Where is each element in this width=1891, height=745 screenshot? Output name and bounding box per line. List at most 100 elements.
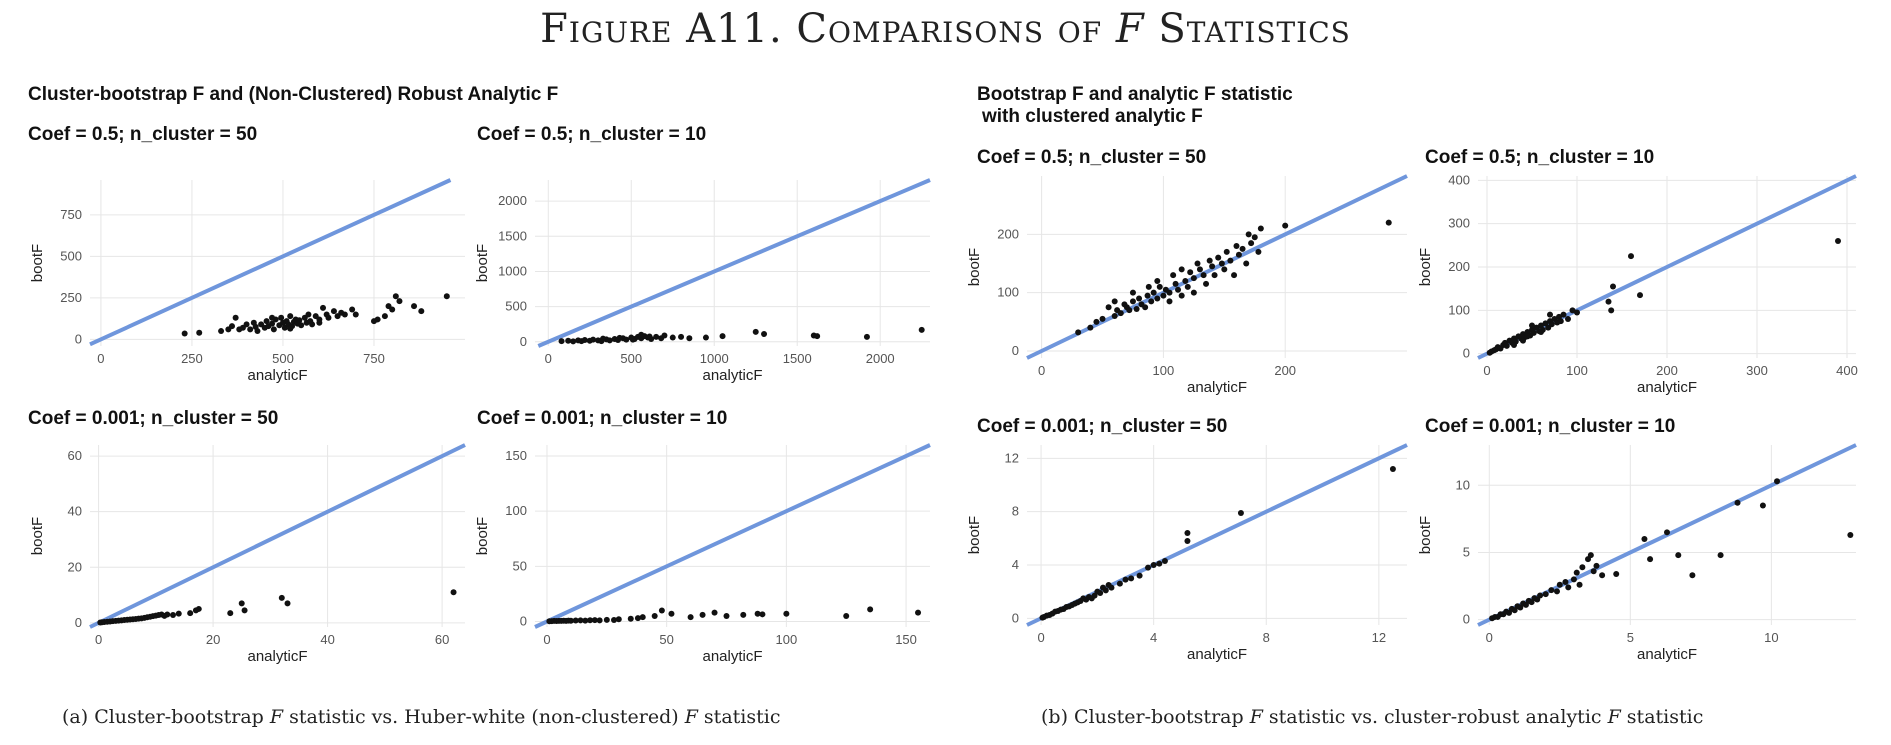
data-point [1105, 304, 1112, 311]
panel-b-bottom-right: Coef = 0.001; n_cluster = 10 0 5 10 0 5 10 anal… [1417, 416, 1857, 663]
panel-title: Coef = 0.001; n_cluster = 50 [977, 416, 1227, 437]
data-point [740, 611, 747, 618]
y-tick-label: 200 [1448, 259, 1470, 274]
data-point [1194, 260, 1201, 267]
data-point [629, 336, 636, 343]
data-point [1218, 260, 1225, 267]
data-point [1574, 309, 1580, 316]
y-tick-label: 100 [997, 285, 1019, 300]
data-point [1847, 532, 1854, 538]
y-tick-label: 750 [60, 207, 82, 222]
x-axis-label: analyticF [1187, 646, 1247, 663]
data-point [638, 331, 645, 338]
y-tick-label: 100 [1448, 302, 1470, 317]
x-tick-label: 1500 [783, 351, 812, 366]
y-tick-label: 100 [505, 503, 527, 518]
data-point [1579, 564, 1586, 571]
data-point [759, 611, 766, 618]
data-point [1196, 266, 1203, 273]
data-point [1097, 590, 1104, 596]
data-point [1664, 529, 1670, 536]
data-point [678, 333, 685, 340]
data-point [1385, 219, 1392, 226]
data-point [653, 333, 660, 340]
y-tick-label: 400 [1448, 172, 1470, 187]
data-point [1187, 269, 1194, 276]
data-point [558, 338, 565, 345]
data-point [603, 616, 610, 623]
x-tick-label: 0 [1483, 363, 1490, 378]
y-tick-label: 200 [997, 226, 1019, 241]
y-tick-label: 0 [1463, 346, 1470, 361]
y-tick-label: 4 [1012, 557, 1019, 572]
data-point [596, 617, 603, 624]
y-axis-label: bootF [1417, 248, 1434, 286]
data-point [1093, 318, 1100, 325]
data-point [1175, 286, 1182, 293]
data-point [1145, 564, 1152, 571]
data-point [1184, 530, 1191, 536]
data-point [1565, 316, 1571, 322]
data-point [1573, 569, 1580, 576]
x-tick-label: 2000 [866, 351, 895, 366]
y-axis-label: bootF [966, 516, 983, 554]
x-tick-label: 60 [435, 632, 449, 647]
data-point [1235, 251, 1242, 258]
x-tick-label: 750 [363, 351, 385, 366]
data-point [1255, 248, 1262, 255]
data-point [1215, 254, 1222, 261]
x-tick-label: 250 [181, 351, 203, 366]
x-tick-label: 8 [1263, 630, 1270, 645]
data-point [1257, 225, 1264, 232]
data-point [330, 308, 337, 315]
x-tick-label: 4 [1150, 630, 1157, 645]
data-point [1503, 342, 1510, 349]
data-point [1221, 266, 1228, 273]
data-point [269, 320, 276, 327]
data-point [669, 334, 676, 341]
data-point [1178, 266, 1185, 273]
data-point [232, 314, 239, 321]
data-point [1389, 466, 1396, 472]
y-tick-label: 50 [513, 558, 527, 573]
data-point [1548, 321, 1555, 328]
data-point [761, 331, 768, 338]
data-point [600, 335, 607, 342]
data-point [1605, 298, 1612, 305]
y-tick-label: 40 [68, 504, 82, 519]
data-point [863, 333, 870, 340]
panel-title: Coef = 0.001; n_cluster = 10 [477, 408, 727, 429]
data-point [1248, 240, 1255, 247]
data-point [1075, 329, 1082, 336]
data-point [1239, 245, 1246, 252]
data-point [325, 314, 332, 321]
data-point [687, 614, 694, 621]
data-point [1136, 572, 1143, 579]
data-point [450, 589, 457, 596]
data-point [241, 607, 248, 614]
data-point [218, 328, 225, 335]
data-point [187, 610, 194, 617]
data-point [1190, 289, 1197, 296]
data-point [1227, 257, 1234, 264]
data-point [1206, 257, 1213, 264]
data-point [1190, 275, 1197, 282]
x-tick-label: 0 [1038, 363, 1045, 378]
data-point [411, 303, 418, 310]
data-point [577, 617, 584, 624]
data-point [651, 612, 658, 619]
data-point [567, 617, 574, 624]
panel-title: Coef = 0.5; n_cluster = 50 [977, 147, 1206, 168]
x-tick-label: 10 [1764, 630, 1778, 645]
data-point [918, 326, 925, 333]
data-point [418, 308, 425, 315]
data-point [639, 614, 646, 621]
y-tick-label: 2000 [498, 193, 527, 208]
data-point [1161, 558, 1168, 564]
reference-line [534, 443, 931, 629]
y-tick-label: 20 [68, 559, 82, 574]
data-point [1538, 329, 1544, 335]
data-point [164, 611, 171, 618]
data-point [1553, 588, 1560, 595]
data-point [581, 337, 588, 344]
